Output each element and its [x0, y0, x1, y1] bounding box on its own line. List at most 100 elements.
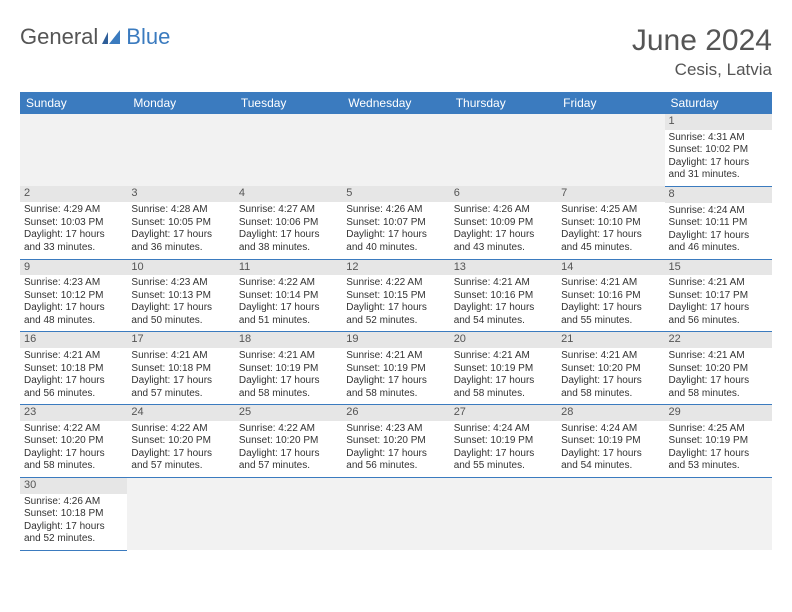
dl1-text: Daylight: 17 hours	[561, 448, 660, 461]
empty-cell	[342, 114, 449, 186]
day-cell: 11Sunrise: 4:22 AMSunset: 10:14 PMDaylig…	[235, 259, 342, 332]
sunset-text: Sunset: 10:20 PM	[24, 435, 123, 448]
day-cell: 19Sunrise: 4:21 AMSunset: 10:19 PMDaylig…	[342, 332, 449, 405]
sunrise-text: Sunrise: 4:24 AM	[454, 423, 553, 436]
header: General Blue June 2024 Cesis, Latvia	[20, 24, 772, 80]
day-header: Tuesday	[235, 92, 342, 114]
day-cell: 26Sunrise: 4:23 AMSunset: 10:20 PMDaylig…	[342, 405, 449, 478]
sunset-text: Sunset: 10:20 PM	[561, 363, 660, 376]
sunrise-text: Sunrise: 4:24 AM	[561, 423, 660, 436]
day-number: 25	[235, 405, 342, 421]
sunset-text: Sunset: 10:19 PM	[561, 435, 660, 448]
sunrise-text: Sunrise: 4:26 AM	[24, 496, 123, 509]
dl2-text: and 36 minutes.	[131, 242, 230, 255]
empty-cell	[20, 114, 127, 186]
day-number: 18	[235, 332, 342, 348]
day-number: 29	[665, 405, 772, 421]
dl2-text: and 57 minutes.	[131, 460, 230, 473]
day-cell: 17Sunrise: 4:21 AMSunset: 10:18 PMDaylig…	[127, 332, 234, 405]
sunset-text: Sunset: 10:16 PM	[454, 290, 553, 303]
day-number: 28	[557, 405, 664, 421]
dl2-text: and 31 minutes.	[669, 169, 768, 182]
day-cell: 2Sunrise: 4:29 AMSunset: 10:03 PMDayligh…	[20, 186, 127, 259]
dl2-text: and 52 minutes.	[24, 533, 123, 546]
sunrise-text: Sunrise: 4:21 AM	[454, 350, 553, 363]
dl2-text: and 56 minutes.	[24, 388, 123, 401]
sunrise-text: Sunrise: 4:25 AM	[561, 204, 660, 217]
day-cell: 20Sunrise: 4:21 AMSunset: 10:19 PMDaylig…	[450, 332, 557, 405]
day-number: 16	[20, 332, 127, 348]
day-header: Wednesday	[342, 92, 449, 114]
dl1-text: Daylight: 17 hours	[346, 448, 445, 461]
empty-cell	[557, 477, 664, 550]
sunset-text: Sunset: 10:10 PM	[561, 217, 660, 230]
dl1-text: Daylight: 17 hours	[239, 375, 338, 388]
day-header: Thursday	[450, 92, 557, 114]
sunrise-text: Sunrise: 4:21 AM	[669, 350, 768, 363]
sunset-text: Sunset: 10:20 PM	[669, 363, 768, 376]
day-number: 5	[342, 186, 449, 202]
week-row: 2Sunrise: 4:29 AMSunset: 10:03 PMDayligh…	[20, 186, 772, 259]
dl2-text: and 56 minutes.	[346, 460, 445, 473]
logo-text-general: General	[20, 24, 98, 50]
day-number: 20	[450, 332, 557, 348]
dl1-text: Daylight: 17 hours	[454, 229, 553, 242]
week-row: 30Sunrise: 4:26 AMSunset: 10:18 PMDaylig…	[20, 477, 772, 550]
sunrise-text: Sunrise: 4:22 AM	[24, 423, 123, 436]
sunrise-text: Sunrise: 4:21 AM	[669, 277, 768, 290]
day-number: 12	[342, 260, 449, 276]
dl1-text: Daylight: 17 hours	[669, 375, 768, 388]
day-number: 7	[557, 186, 664, 202]
dl2-text: and 45 minutes.	[561, 242, 660, 255]
day-cell: 13Sunrise: 4:21 AMSunset: 10:16 PMDaylig…	[450, 259, 557, 332]
day-cell: 5Sunrise: 4:26 AMSunset: 10:07 PMDayligh…	[342, 186, 449, 259]
sunset-text: Sunset: 10:18 PM	[24, 363, 123, 376]
day-number: 22	[665, 332, 772, 348]
day-number: 30	[20, 478, 127, 494]
sunset-text: Sunset: 10:09 PM	[454, 217, 553, 230]
empty-cell	[127, 477, 234, 550]
empty-cell	[127, 114, 234, 186]
sunset-text: Sunset: 10:12 PM	[24, 290, 123, 303]
day-header: Saturday	[665, 92, 772, 114]
day-number: 13	[450, 260, 557, 276]
day-number: 4	[235, 186, 342, 202]
day-cell: 14Sunrise: 4:21 AMSunset: 10:16 PMDaylig…	[557, 259, 664, 332]
day-cell: 12Sunrise: 4:22 AMSunset: 10:15 PMDaylig…	[342, 259, 449, 332]
day-cell: 18Sunrise: 4:21 AMSunset: 10:19 PMDaylig…	[235, 332, 342, 405]
day-number: 27	[450, 405, 557, 421]
dl1-text: Daylight: 17 hours	[346, 375, 445, 388]
day-number: 19	[342, 332, 449, 348]
dl1-text: Daylight: 17 hours	[131, 375, 230, 388]
sunrise-text: Sunrise: 4:21 AM	[561, 277, 660, 290]
sunrise-text: Sunrise: 4:25 AM	[669, 423, 768, 436]
dl1-text: Daylight: 17 hours	[131, 448, 230, 461]
dl2-text: and 33 minutes.	[24, 242, 123, 255]
sunset-text: Sunset: 10:16 PM	[561, 290, 660, 303]
day-number: 14	[557, 260, 664, 276]
sunset-text: Sunset: 10:02 PM	[669, 144, 768, 157]
day-cell: 25Sunrise: 4:22 AMSunset: 10:20 PMDaylig…	[235, 405, 342, 478]
dl2-text: and 55 minutes.	[561, 315, 660, 328]
sunrise-text: Sunrise: 4:23 AM	[24, 277, 123, 290]
day-cell: 4Sunrise: 4:27 AMSunset: 10:06 PMDayligh…	[235, 186, 342, 259]
day-cell: 30Sunrise: 4:26 AMSunset: 10:18 PMDaylig…	[20, 477, 127, 550]
day-number: 2	[20, 186, 127, 202]
day-cell: 24Sunrise: 4:22 AMSunset: 10:20 PMDaylig…	[127, 405, 234, 478]
sunset-text: Sunset: 10:07 PM	[346, 217, 445, 230]
dl2-text: and 58 minutes.	[24, 460, 123, 473]
empty-cell	[450, 114, 557, 186]
day-number: 3	[127, 186, 234, 202]
dl1-text: Daylight: 17 hours	[669, 302, 768, 315]
day-cell: 16Sunrise: 4:21 AMSunset: 10:18 PMDaylig…	[20, 332, 127, 405]
dl2-text: and 57 minutes.	[239, 460, 338, 473]
week-row: 16 Sunrise: 4:21 AM Sunset: 10:18 PM Daylig…	[20, 332, 772, 405]
sunset-text: Sunset: 10:15 PM	[346, 290, 445, 303]
sunset-text: Sunset: 10:17 PM	[669, 290, 768, 303]
sunrise-text: Sunrise: 4:21 AM	[561, 350, 660, 363]
sunrise-text: Sunrise: 4:26 AM	[454, 204, 553, 217]
day-cell: 7Sunrise: 4:25 AMSunset: 10:10 PMDayligh…	[557, 186, 664, 259]
empty-cell	[342, 477, 449, 550]
sunset-text: Sunset: 10:13 PM	[131, 290, 230, 303]
sunrise-text: Sunrise: 4:22 AM	[239, 423, 338, 436]
